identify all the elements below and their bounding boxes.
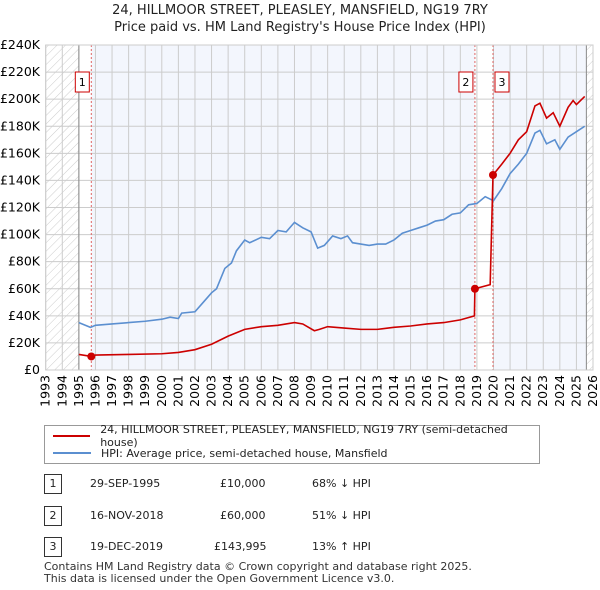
x-tick-label: 2001 <box>170 375 185 407</box>
x-tick-label: 1996 <box>87 375 102 407</box>
series-line <box>78 95 586 358</box>
x-tick-label: 2002 <box>187 375 202 407</box>
y-tick-label: £160K <box>0 145 41 160</box>
transaction-price: £60,000 <box>220 509 266 522</box>
x-tick-label: 2015 <box>403 375 418 407</box>
transaction-number: 1 <box>44 474 62 494</box>
sale-point <box>488 171 497 180</box>
y-tick-label: £120K <box>0 200 41 215</box>
x-tick-label: 2010 <box>320 375 335 407</box>
x-tick-label: 2003 <box>204 375 219 407</box>
footer-licence: This data is licensed under the Open Gov… <box>44 572 395 585</box>
transaction-row: 3 19-DEC-2019 £143,995 13% ↑ HPI <box>44 537 600 557</box>
transaction-number: 2 <box>44 506 62 526</box>
x-tick-label: 2016 <box>419 375 434 407</box>
x-tick-label: 1995 <box>71 375 86 407</box>
x-tick-label: 2006 <box>253 375 268 407</box>
y-tick-label: £80K <box>8 254 41 269</box>
y-tick-label: £60K <box>8 281 41 296</box>
sale-point <box>87 352 96 361</box>
footer-copyright: Contains HM Land Registry data © Crown c… <box>44 560 472 573</box>
x-tick-label: 2018 <box>452 375 467 407</box>
transaction-date: 19-DEC-2019 <box>90 540 164 553</box>
transaction-number: 3 <box>44 537 62 557</box>
legend-item-hpi: HPI: Average price, semi-detached house,… <box>53 445 388 461</box>
legend-label-property: 24, HILLMOOR STREET, PLEASLEY, MANSFIELD… <box>100 423 508 449</box>
x-tick-label: 2000 <box>154 375 169 407</box>
transaction-price: £143,995 <box>214 540 267 553</box>
y-tick-label: £40K <box>8 308 41 323</box>
y-tick-label: £0 <box>24 362 40 377</box>
transaction-date: 16-NOV-2018 <box>90 509 164 522</box>
y-tick-label: £140K <box>0 172 41 187</box>
sale-label: 1 <box>79 76 86 89</box>
x-tick-label: 2008 <box>286 375 301 407</box>
x-tick-label: 2017 <box>436 375 451 407</box>
x-tick-label: 2024 <box>552 375 567 407</box>
x-tick-label: 1994 <box>54 375 69 407</box>
y-tick-label: £220K <box>0 64 41 79</box>
x-tick-label: 2011 <box>336 375 351 407</box>
x-tick-label: 2012 <box>353 375 368 407</box>
sale-label-box <box>494 71 510 93</box>
y-tick-label: £180K <box>0 118 41 133</box>
x-tick-label: 2023 <box>535 375 550 407</box>
x-tick-label: 2005 <box>237 375 252 407</box>
x-tick-label: 1997 <box>104 375 119 407</box>
chart-title: 24, HILLMOOR STREET, PLEASLEY, MANSFIELD… <box>112 3 488 18</box>
transaction-hpi: 13% ↑ HPI <box>312 540 371 553</box>
x-tick-label: 2013 <box>369 375 384 407</box>
x-tick-label: 2014 <box>386 375 401 407</box>
y-tick-label: £240K <box>0 37 41 52</box>
sale-point <box>470 284 479 293</box>
x-tick-label: 1993 <box>38 375 53 407</box>
y-tick-label: £200K <box>0 91 41 106</box>
x-tick-label: 2025 <box>568 375 583 407</box>
transaction-date: 29-SEP-1995 <box>90 477 161 490</box>
chart-legend: 24, HILLMOOR STREET, PLEASLEY, MANSFIELD… <box>44 423 540 464</box>
transaction-hpi: 51% ↓ HPI <box>312 509 371 522</box>
x-tick-label: 2021 <box>502 375 517 407</box>
plot-border <box>45 44 594 371</box>
y-tick-label: £20K <box>8 335 41 350</box>
transaction-price: £10,000 <box>220 477 266 490</box>
transaction-row: 1 29-SEP-1995 £10,000 68% ↓ HPI <box>44 474 600 494</box>
price-chart: £0 £20K £40K £60K £80K £100K £120K £140K £160K £1… <box>0 37 600 407</box>
sale-label-box <box>74 71 90 93</box>
sale-label-box <box>458 71 474 93</box>
x-tick-label: 2009 <box>303 375 318 407</box>
sale-label: 2 <box>462 76 469 89</box>
legend-label-hpi: HPI: Average price, semi-detached house,… <box>101 446 388 460</box>
y-tick-label: £100K <box>0 227 41 242</box>
x-tick-label: 2022 <box>519 375 534 407</box>
x-tick-label: 2019 <box>469 375 484 407</box>
transaction-hpi: 68% ↓ HPI <box>312 477 371 490</box>
x-tick-label: 2007 <box>270 375 285 407</box>
x-tick-label: 1999 <box>137 375 152 407</box>
x-tick-label: 1998 <box>121 375 136 407</box>
x-tick-label: 2004 <box>220 375 235 407</box>
x-tick-label: 2026 <box>585 375 600 407</box>
sale-label: 3 <box>498 76 505 89</box>
x-tick-label: 2020 <box>485 375 500 407</box>
legend-item-property: 24, HILLMOOR STREET, PLEASLEY, MANSFIELD… <box>53 423 539 449</box>
series-line <box>78 125 586 329</box>
chart-subtitle: Price paid vs. HM Land Registry's House … <box>114 20 486 35</box>
transaction-row: 2 16-NOV-2018 £60,000 51% ↓ HPI <box>44 506 600 526</box>
